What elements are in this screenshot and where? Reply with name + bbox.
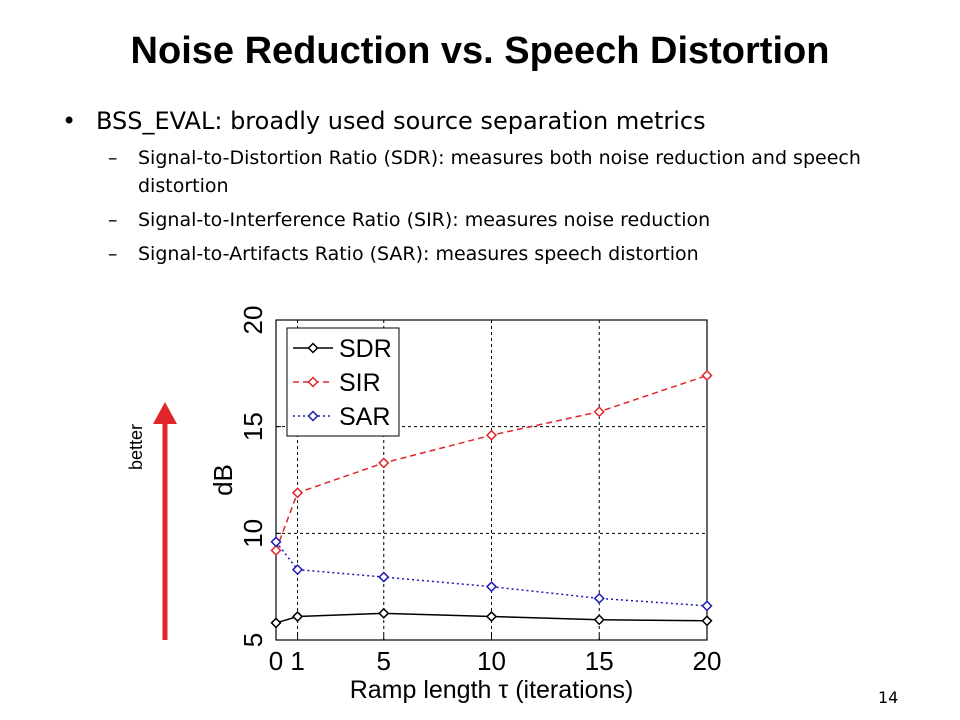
data-point-sdr xyxy=(378,607,390,619)
y-tick-label: 10 xyxy=(238,519,268,548)
sub-bullet-text: Signal-to-Interference Ratio (SIR): meas… xyxy=(138,209,711,231)
series-line-sar xyxy=(275,541,708,607)
data-point-sir xyxy=(378,457,390,469)
x-tick-label: 20 xyxy=(693,646,722,676)
legend-marker-sdr xyxy=(307,342,319,354)
x-tick-label: 10 xyxy=(477,646,506,676)
legend-label-sir: SIR xyxy=(339,369,381,397)
data-point-sar xyxy=(485,581,498,593)
legend-marker-sar xyxy=(307,410,319,422)
better-arrow-head xyxy=(153,402,177,424)
legend-label-sdr: SDR xyxy=(339,335,392,363)
data-point-sar xyxy=(270,536,282,548)
x-tick-label: 0 xyxy=(269,646,283,676)
y-tick-label: 15 xyxy=(238,412,268,441)
series-line-sir xyxy=(275,374,708,551)
better-label: better xyxy=(126,424,146,470)
sub-bullet-text: Signal-to-Artifacts Ratio (SAR): measure… xyxy=(138,243,699,265)
x-tick-label: 15 xyxy=(585,646,614,676)
x-tick-label: 5 xyxy=(377,646,391,676)
sub-bullet-sar: – Signal-to-Artifacts Ratio (SAR): measu… xyxy=(62,240,902,268)
main-bullet: • BSS_EVAL: broadly used source separati… xyxy=(62,104,902,138)
legend-label-sar: SAR xyxy=(339,403,390,431)
main-bullet-text: BSS_EVAL: broadly used source separation… xyxy=(96,107,706,135)
x-axis-label: Ramp length τ (iterations) xyxy=(350,676,634,704)
bullet-list: • BSS_EVAL: broadly used source separati… xyxy=(62,104,902,274)
sub-bullet-marker: – xyxy=(108,243,118,265)
data-point-sir xyxy=(270,544,282,556)
page-number: 14 xyxy=(878,688,899,707)
y-tick-label: 20 xyxy=(238,306,268,335)
sub-bullet-text: Signal-to-Distortion Ratio (SDR): measur… xyxy=(138,147,861,197)
data-point-sir xyxy=(291,487,304,499)
data-point-sdr xyxy=(291,610,304,623)
sub-bullet-sir: – Signal-to-Interference Ratio (SIR): me… xyxy=(62,206,902,234)
data-point-sdr xyxy=(701,615,713,627)
data-point-sir xyxy=(593,406,605,418)
data-point-sdr xyxy=(485,610,498,623)
x-tick-label: 1 xyxy=(290,646,304,676)
data-point-sir xyxy=(485,429,498,441)
data-point-sir xyxy=(701,369,713,382)
y-axis-label: dB xyxy=(208,464,238,496)
legend-marker-sir xyxy=(307,376,319,388)
data-point-sar xyxy=(701,600,713,612)
data-point-sar xyxy=(291,564,304,576)
data-point-sar xyxy=(593,592,605,604)
slide-title: Noise Reduction vs. Speech Distortion xyxy=(130,30,830,72)
y-tick-label: 5 xyxy=(238,633,268,647)
data-point-sar xyxy=(378,571,390,583)
bullet-marker: • xyxy=(62,107,77,135)
sub-bullet-marker: – xyxy=(108,209,118,231)
sub-bullet-sdr: – Signal-to-Distortion Ratio (SDR): meas… xyxy=(62,144,902,200)
data-point-sdr xyxy=(270,617,282,629)
data-point-sdr xyxy=(593,614,605,626)
sub-bullet-marker: – xyxy=(108,147,118,169)
